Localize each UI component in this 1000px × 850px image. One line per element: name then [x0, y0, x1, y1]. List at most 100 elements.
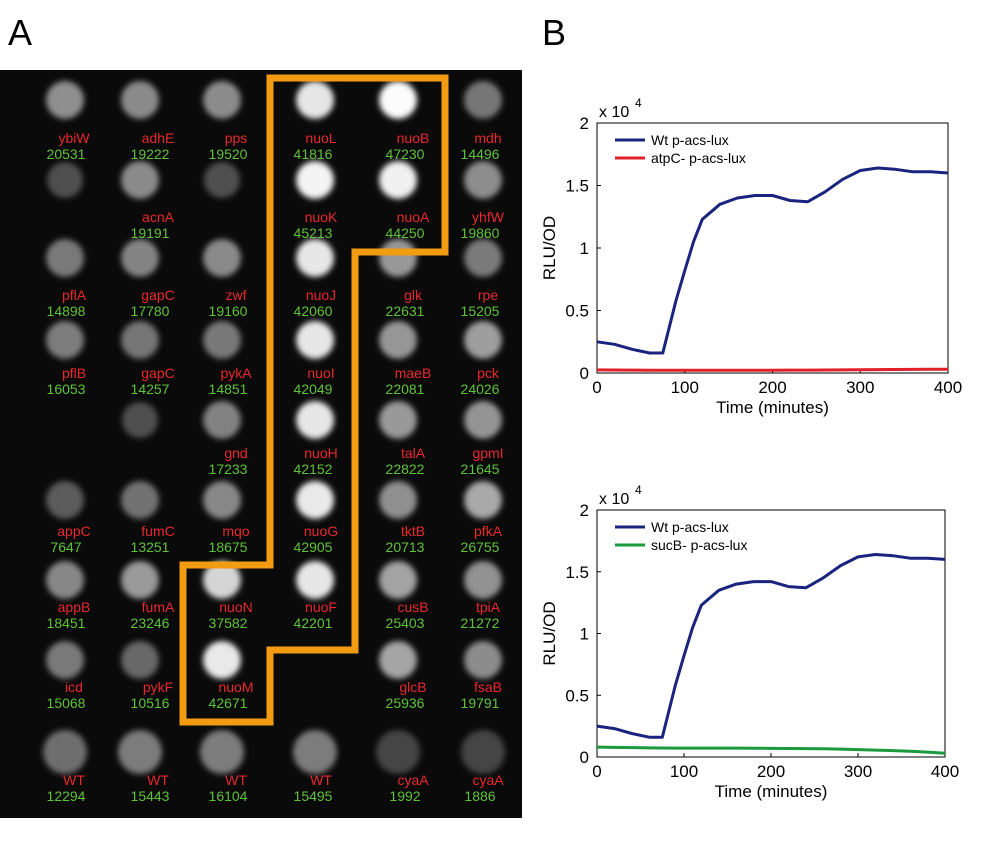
gene-label: fumC	[141, 523, 174, 539]
spot	[46, 561, 84, 599]
spot	[379, 239, 417, 277]
value-label: 20531	[47, 146, 86, 162]
value-label: 14496	[461, 146, 500, 162]
series-line	[596, 745, 946, 755]
gene-label: nuoA	[397, 209, 430, 225]
spot	[47, 162, 83, 198]
spot	[203, 481, 241, 519]
value-label: 14851	[209, 381, 248, 397]
x-tick-label: 200	[758, 378, 786, 397]
gene-label: nuoB	[397, 130, 430, 146]
spot	[464, 401, 502, 439]
gene-label: icd	[65, 679, 83, 695]
value-label: 17780	[131, 303, 170, 319]
gene-label: tktB	[401, 523, 425, 539]
value-label: 18675	[209, 539, 248, 555]
gene-label: cyaA	[472, 772, 504, 788]
spot	[464, 239, 502, 277]
y-multiplier-exp: 4	[635, 483, 642, 497]
axes-box	[596, 509, 946, 758]
gene-label: yhfW	[472, 209, 505, 225]
gene-label: nuoL	[305, 130, 336, 146]
series-line	[596, 367, 948, 372]
gene-label: nuoH	[304, 445, 337, 461]
value-label: 15205	[461, 303, 500, 319]
spot	[464, 321, 502, 359]
gene-label: nuoK	[305, 209, 338, 225]
y-tick-label: 1	[580, 239, 589, 258]
value-label: 12294	[47, 788, 86, 804]
value-label: 22822	[386, 461, 425, 477]
gene-label: WT	[310, 772, 332, 788]
x-tick-label: 400	[934, 378, 962, 397]
spot	[379, 561, 417, 599]
value-label: 42905	[294, 539, 333, 555]
gene-label: adhE	[142, 130, 175, 146]
value-label: 25936	[386, 695, 425, 711]
spot	[296, 481, 334, 519]
spot	[203, 401, 241, 439]
gene-label: pps	[225, 130, 248, 146]
value-label: 21272	[461, 615, 500, 631]
gene-label: nuoI	[307, 365, 334, 381]
y-axis-label: RLU/OD	[540, 601, 559, 665]
value-label: 10516	[131, 695, 170, 711]
gene-label: pflA	[62, 287, 87, 303]
gene-label: pfkA	[474, 523, 503, 539]
value-label: 17233	[209, 461, 248, 477]
legend-label: Wt p-acs-lux	[651, 132, 729, 148]
spot	[296, 239, 334, 277]
spot	[296, 401, 334, 439]
value-label: 42060	[294, 303, 333, 319]
spot	[464, 641, 502, 679]
gene-label: WT	[147, 772, 169, 788]
gene-label: gapC	[141, 365, 174, 381]
axes-box	[596, 122, 949, 374]
y-tick-label: 0.5	[565, 686, 589, 705]
spot	[122, 402, 158, 438]
x-axis-label: Time (minutes)	[715, 782, 828, 801]
value-label: 42201	[294, 615, 333, 631]
gene-label: glcB	[399, 679, 426, 695]
panel-label: B	[542, 12, 566, 53]
x-tick-label: 300	[846, 378, 874, 397]
legend-label: Wt p-acs-lux	[651, 519, 729, 535]
spot	[46, 641, 84, 679]
spot	[43, 730, 87, 774]
spot	[200, 730, 244, 774]
spot	[46, 239, 84, 277]
gene-label: cusB	[397, 599, 428, 615]
spot	[121, 161, 159, 199]
value-label: 23246	[131, 615, 170, 631]
highlight-outline	[179, 74, 449, 726]
x-tick-label: 0	[592, 762, 601, 781]
gene-label: zwf	[226, 287, 247, 303]
value-label: 25403	[386, 615, 425, 631]
y-tick-label: 1.5	[565, 563, 589, 582]
gene-label: gapC	[141, 287, 174, 303]
value-label: 7647	[50, 539, 81, 555]
value-label: 15068	[47, 695, 86, 711]
spot	[296, 321, 334, 359]
y-axis-label: RLU/OD	[540, 216, 559, 280]
y-multiplier: x 10	[599, 491, 629, 508]
gene-label: nuoF	[305, 599, 337, 615]
legend-label: sucB- p-acs-lux	[651, 537, 747, 553]
value-label: 44250	[386, 225, 425, 241]
gene-label: appB	[58, 599, 91, 615]
gene-label: pflB	[62, 365, 86, 381]
gene-label: gnd	[224, 445, 247, 461]
value-label: 13251	[131, 539, 170, 555]
y-tick-label: 1	[580, 625, 589, 644]
value-label: 19791	[461, 695, 500, 711]
y-tick-label: 2	[580, 114, 589, 133]
value-label: 1992	[389, 788, 420, 804]
gene-label: pykA	[220, 365, 252, 381]
value-label: 14257	[131, 381, 170, 397]
value-label: 22081	[386, 381, 425, 397]
gene-label: talA	[401, 445, 426, 461]
value-label: 37582	[209, 615, 248, 631]
value-label: 42152	[294, 461, 333, 477]
spot	[293, 730, 337, 774]
spot	[376, 730, 420, 774]
